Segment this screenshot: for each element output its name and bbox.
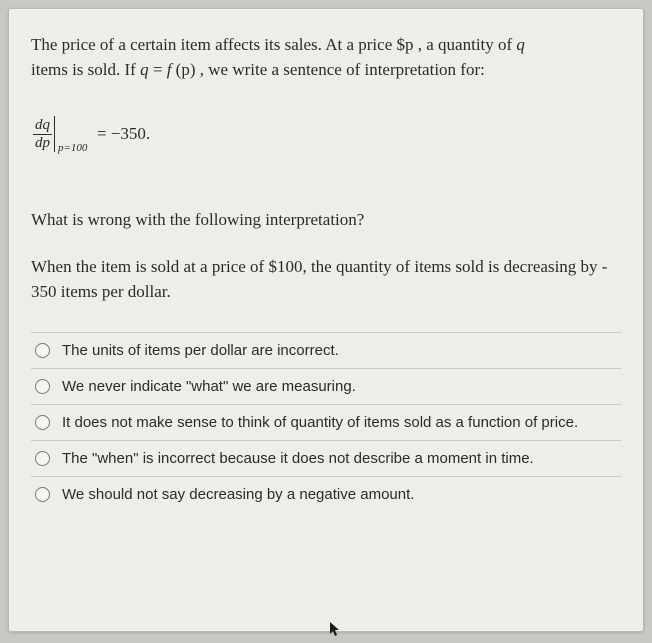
derivative-value: −350. <box>111 124 150 143</box>
interpretation-text: When the item is sold at a price of $100… <box>31 255 621 304</box>
text: we write a sentence of interpretation fo… <box>204 60 485 79</box>
option-4[interactable]: The "when" is incorrect because it does … <box>31 440 621 476</box>
numerator: dq <box>33 117 52 135</box>
problem-statement: The price of a certain item affects its … <box>31 33 621 82</box>
radio-icon[interactable] <box>35 379 50 394</box>
option-3[interactable]: It does not make sense to think of quant… <box>31 404 621 440</box>
fraction: dq dp <box>33 117 52 151</box>
equation-rhs: = −350. <box>97 124 150 144</box>
eq-paren: (p) , <box>171 60 204 79</box>
text: The price of a certain item affects its … <box>31 35 397 54</box>
text: , a quantity of <box>414 35 517 54</box>
option-label: We should not say decreasing by a negati… <box>62 486 414 503</box>
eq-equals: = <box>149 60 167 79</box>
option-2[interactable]: We never indicate "what" we are measurin… <box>31 368 621 404</box>
denominator: dp <box>33 135 52 152</box>
equals-sign: = <box>97 124 111 143</box>
eq-lhs: q <box>140 60 149 79</box>
text: items is sold. If <box>31 60 140 79</box>
options-list: The units of items per dollar are incorr… <box>31 332 621 512</box>
quantity-variable: q <box>516 35 525 54</box>
radio-icon[interactable] <box>35 415 50 430</box>
price-variable: $p <box>397 35 414 54</box>
option-label: The "when" is incorrect because it does … <box>62 450 534 467</box>
option-1[interactable]: The units of items per dollar are incorr… <box>31 332 621 368</box>
option-label: We never indicate "what" we are measurin… <box>62 378 356 395</box>
radio-icon[interactable] <box>35 343 50 358</box>
radio-icon[interactable] <box>35 451 50 466</box>
radio-icon[interactable] <box>35 487 50 502</box>
option-5[interactable]: We should not say decreasing by a negati… <box>31 476 621 512</box>
option-label: The units of items per dollar are incorr… <box>62 342 339 359</box>
evaluation-bar: p=100 <box>54 116 55 152</box>
option-label: It does not make sense to think of quant… <box>62 414 578 431</box>
question-card: The price of a certain item affects its … <box>8 8 644 632</box>
followup-question: What is wrong with the following interpr… <box>31 208 621 233</box>
evaluation-point: p=100 <box>58 142 87 154</box>
derivative-equation: dq dp p=100 = −350. <box>31 116 621 152</box>
